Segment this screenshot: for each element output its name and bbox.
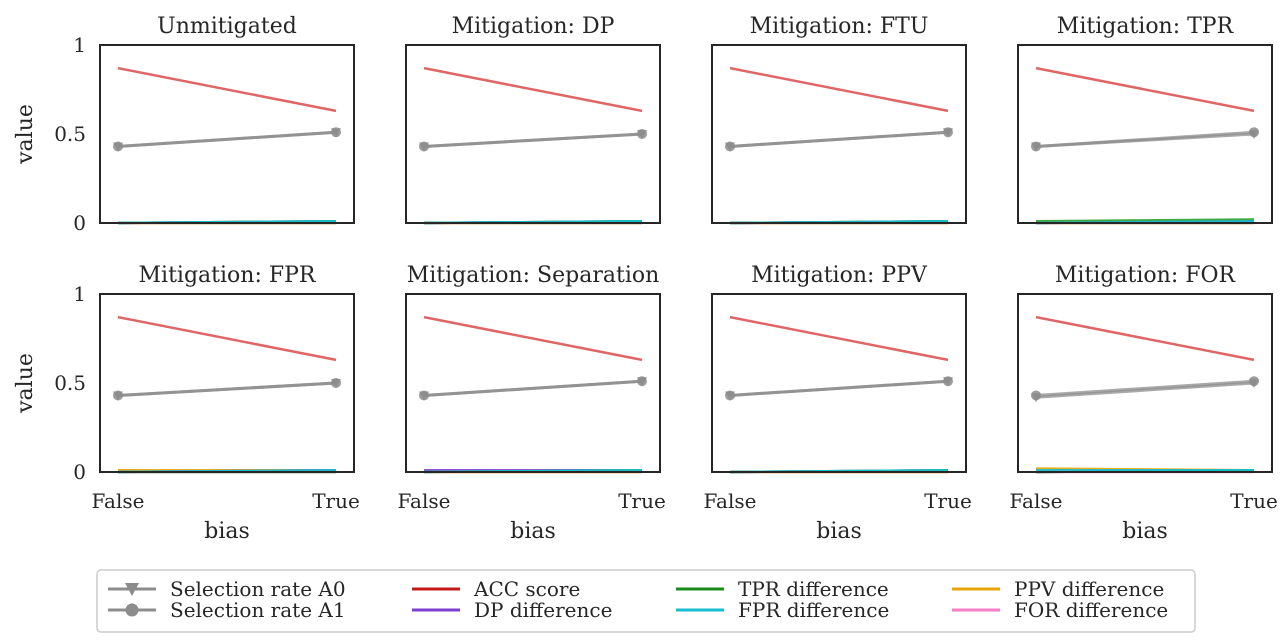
legend-frame bbox=[96, 569, 1196, 633]
x-tick-label: False bbox=[1010, 489, 1063, 513]
subplot-panel: Mitigation: FOR False True bias bbox=[1010, 263, 1278, 544]
x-tick-label: True bbox=[1230, 489, 1278, 513]
series-line-sel_a1 bbox=[1035, 130, 1255, 148]
subplot-title: Mitigation: DP bbox=[452, 14, 615, 39]
data-point-sel_a1 bbox=[725, 390, 735, 401]
legend-item-sel_a0: Selection rate A0 bbox=[108, 577, 346, 601]
subplot-panel: Mitigation: FTU bbox=[711, 14, 967, 225]
x-tick-label: True bbox=[618, 489, 666, 513]
data-point-sel_a1 bbox=[725, 141, 735, 152]
legend-label: ACC score bbox=[473, 577, 580, 601]
legend-item-acc: ACC score bbox=[412, 577, 580, 601]
data-point-sel_a1 bbox=[113, 390, 123, 401]
x-tick-label: False bbox=[92, 489, 145, 513]
legend-item-ppv: PPV difference bbox=[952, 577, 1164, 601]
x-axis-label: bias bbox=[510, 519, 556, 544]
x-axis-label: bias bbox=[1122, 519, 1168, 544]
y-tick-label: 0.5 bbox=[54, 371, 86, 395]
legend-item-for: FOR difference bbox=[952, 598, 1168, 622]
series-line-acc bbox=[1035, 315, 1255, 362]
x-axis-label: bias bbox=[816, 519, 862, 544]
data-point-sel_a1 bbox=[1031, 390, 1041, 401]
data-point-sel_a1 bbox=[943, 127, 953, 138]
series-line-acc bbox=[423, 315, 643, 362]
subplot-frame bbox=[405, 44, 661, 224]
subplot-frame bbox=[99, 44, 355, 224]
legend-item-fpr: FPR difference bbox=[676, 598, 889, 622]
series-line-sel_a0 bbox=[1035, 381, 1255, 399]
data-point-sel_a1 bbox=[113, 141, 123, 152]
series-line-acc bbox=[729, 66, 949, 113]
data-point-sel_a1 bbox=[331, 127, 341, 138]
series-line-sel_a1 bbox=[117, 381, 337, 397]
subplot-panel: Unmitigated 0 0.5 1 value bbox=[13, 14, 355, 235]
subplot-title: Unmitigated bbox=[157, 14, 297, 39]
series-line-acc bbox=[1035, 66, 1255, 113]
y-tick-label: 0.5 bbox=[54, 122, 86, 146]
legend-label: Selection rate A0 bbox=[170, 577, 346, 601]
y-tick-label: 0 bbox=[73, 211, 86, 235]
legend-label: FPR difference bbox=[738, 598, 889, 622]
series-line-sel_a1 bbox=[729, 130, 949, 148]
legend-label: FOR difference bbox=[1014, 598, 1168, 622]
subplot-title: Mitigation: TPR bbox=[1057, 14, 1235, 39]
series-line-acc bbox=[117, 66, 337, 113]
subplot-frame bbox=[405, 293, 661, 473]
data-point-sel_a1 bbox=[331, 378, 341, 388]
series-line-tpr bbox=[1035, 218, 1255, 223]
subplot-frame bbox=[711, 293, 967, 473]
series-line-sel_a1 bbox=[1035, 379, 1255, 397]
subplot-panel: Mitigation: Separation False True bias bbox=[398, 263, 666, 544]
data-point-sel_a1 bbox=[419, 141, 429, 152]
legend-label: PPV difference bbox=[1014, 577, 1164, 601]
subplot-frame bbox=[99, 293, 355, 473]
series-line-acc bbox=[423, 66, 643, 113]
data-point-sel_a1 bbox=[943, 376, 953, 387]
legend-label: DP difference bbox=[474, 598, 612, 622]
triangle-marker bbox=[125, 583, 139, 596]
subplot-panel: Mitigation: DP bbox=[405, 14, 661, 225]
subplot-title: Mitigation: PPV bbox=[751, 263, 928, 288]
x-tick-label: False bbox=[704, 489, 757, 513]
series-line-sel_a1 bbox=[117, 130, 337, 148]
legend-label: Selection rate A1 bbox=[170, 598, 346, 622]
series-line-sel_a1 bbox=[729, 379, 949, 397]
y-tick-label: 1 bbox=[73, 282, 86, 306]
subplot-frame bbox=[1017, 293, 1273, 473]
data-point-sel_a1 bbox=[637, 376, 647, 387]
subplot-title: Mitigation: Separation bbox=[407, 263, 660, 288]
series-line-sel_a1 bbox=[423, 132, 643, 148]
x-tick-label: True bbox=[924, 489, 972, 513]
subplot-panel: Mitigation: PPV False True bias bbox=[704, 263, 972, 544]
legend-item-tpr: TPR difference bbox=[676, 577, 889, 601]
subplot-title: Mitigation: FPR bbox=[139, 263, 317, 288]
series-line-acc bbox=[117, 315, 337, 362]
legend-label: TPR difference bbox=[738, 577, 889, 601]
series-line-sel_a1 bbox=[423, 379, 643, 397]
subplot-panel: Mitigation: FPR 0 0.5 1 value False True bias bbox=[13, 263, 360, 544]
legend-item-sel_a1: Selection rate A1 bbox=[108, 598, 346, 622]
y-tick-label: 1 bbox=[73, 33, 86, 57]
data-point-sel_a1 bbox=[637, 129, 647, 139]
data-point-sel_a1 bbox=[419, 390, 429, 401]
y-axis-label: value bbox=[13, 353, 38, 414]
x-axis-label: bias bbox=[204, 519, 250, 544]
subplot-title: Mitigation: FOR bbox=[1055, 263, 1237, 288]
series-line-acc bbox=[729, 315, 949, 362]
subplot-frame bbox=[1017, 44, 1273, 224]
y-tick-label: 0 bbox=[73, 460, 86, 484]
subplot-title: Mitigation: FTU bbox=[750, 14, 929, 39]
subplot-frame bbox=[711, 44, 967, 224]
legend-item-dp: DP difference bbox=[412, 598, 612, 622]
subplot-panel: Mitigation: TPR bbox=[1017, 14, 1273, 225]
x-tick-label: False bbox=[398, 489, 451, 513]
data-point-sel_a1 bbox=[1031, 141, 1041, 152]
x-tick-label: True bbox=[312, 489, 360, 513]
data-point-sel_a1 bbox=[1249, 127, 1259, 138]
circle-marker bbox=[125, 603, 139, 617]
data-point-sel_a1 bbox=[1249, 376, 1259, 387]
y-axis-label: value bbox=[13, 104, 38, 165]
